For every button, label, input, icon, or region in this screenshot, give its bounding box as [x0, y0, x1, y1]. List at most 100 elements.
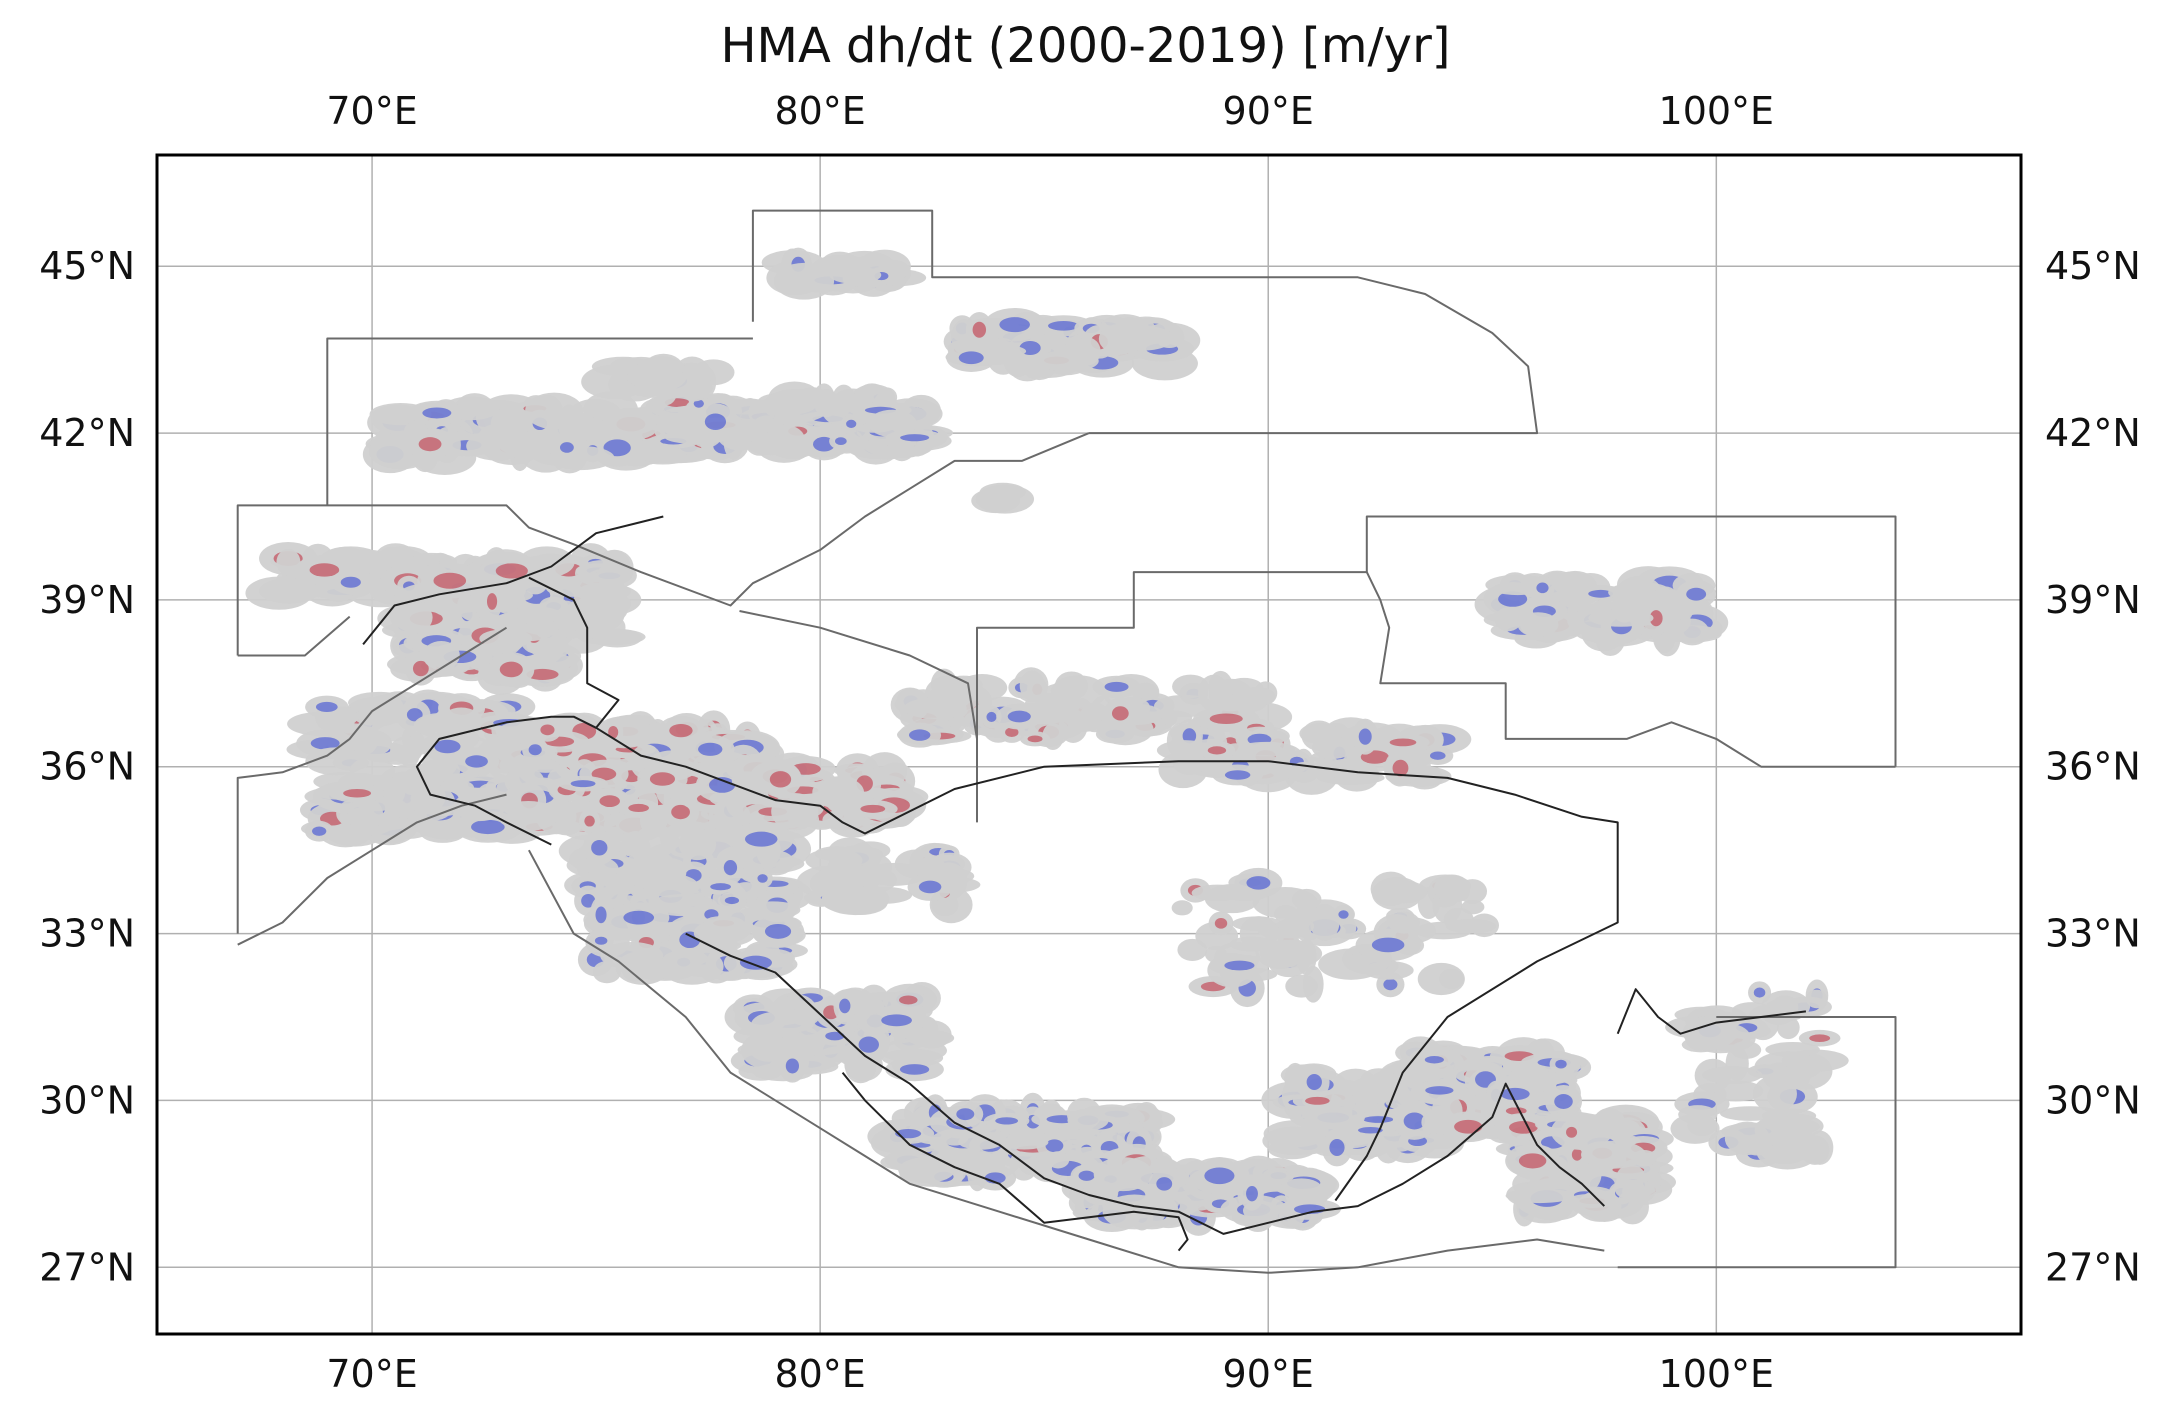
glacier-cell: [744, 901, 801, 919]
region-outline-kunlun-west: [739, 610, 978, 740]
glacier-cell: [1805, 989, 1828, 1009]
glacier-cell: [903, 697, 967, 720]
glacier-thickening-cell: [628, 803, 649, 813]
glacier-thinning-cell: [835, 437, 847, 445]
glacier-cell: [1050, 675, 1107, 709]
glacier-cell: [748, 1033, 789, 1062]
region-outline-hengduan: [1617, 1016, 1897, 1269]
lat-tick-label-right: 30°N: [2045, 1078, 2141, 1122]
glacier-thickening-cell: [1518, 1153, 1547, 1169]
glacier-cell: [1742, 1133, 1773, 1156]
glacier-thickening-cell: [540, 724, 555, 736]
glacier-thinning-cell: [528, 744, 542, 756]
glacier-cell: [999, 1135, 1049, 1150]
tick-labels: 70°E 70°E 80°E 80°E 90°E 90°E 100°E 100°E 27°N 27…: [39, 89, 2141, 1396]
glacier-cell: [1171, 900, 1193, 916]
glacier-thickening-cell: [1649, 610, 1663, 627]
glacier-cell: [1388, 911, 1420, 934]
glacier-thinning-cell: [465, 755, 488, 768]
glacier-cell: [812, 776, 865, 809]
glacier-cell: [898, 1157, 955, 1183]
glacier-cell: [1243, 1200, 1273, 1221]
glacier-thinning-cell: [570, 780, 596, 788]
glacier-cell: [538, 600, 583, 622]
glacier-thinning-cell: [312, 826, 327, 836]
glacier-cell: [1580, 1140, 1646, 1169]
glacier-thinning-cell: [591, 839, 608, 856]
glacier-cell: [1461, 899, 1485, 915]
glacier-thickening-cell: [1027, 735, 1043, 743]
glacier-thinning-cell: [1588, 589, 1614, 598]
glacier-cell: [1285, 974, 1318, 998]
glacier-cell: [1157, 333, 1182, 349]
glacier-cell: [893, 1028, 915, 1044]
glacier-thinning-cell: [999, 317, 1030, 333]
glacier-thinning-cell: [956, 1108, 975, 1121]
glacier-cell: [1225, 677, 1264, 697]
lat-tick-label-right: 36°N: [2045, 745, 2141, 789]
glacier-thickening-cell: [1566, 1126, 1578, 1138]
glacier-cell: [1588, 609, 1654, 627]
glacier-cell: [349, 757, 395, 785]
glacier-cell: [390, 600, 433, 635]
glacier-cells: [245, 247, 1849, 1236]
country-borders: [362, 515, 1807, 1252]
glacier-cell: [497, 801, 560, 831]
glacier-thickening-cell: [1392, 759, 1409, 777]
lat-tick-label-left: 45°N: [39, 244, 135, 288]
glacier-cell: [1505, 1188, 1574, 1204]
glacier-cell: [399, 742, 420, 768]
glacier-thinning-cell: [958, 351, 984, 365]
glacier-thinning-cell: [1246, 876, 1271, 890]
glacier-cell: [633, 825, 680, 858]
lat-tick-label-right: 33°N: [2045, 912, 2141, 956]
region-outline-himalaya-south: [528, 849, 1605, 1274]
glacier-cell: [659, 947, 724, 985]
glacier-cell: [1690, 1022, 1751, 1054]
glacier-thinning-cell: [1498, 591, 1528, 607]
glacier-cell: [1019, 670, 1045, 701]
glacier-cell: [1517, 612, 1559, 637]
glacier-thinning-cell: [594, 936, 608, 945]
lat-tick-label-left: 30°N: [39, 1078, 135, 1122]
glacier-thinning-cell: [757, 874, 768, 883]
glacier-cell: [1381, 880, 1428, 904]
lon-tick-label-top: 100°E: [1659, 89, 1775, 133]
glacier-cell: [906, 1029, 955, 1047]
glacier-cell: [678, 828, 717, 861]
glacier-thinning-cell: [744, 831, 778, 847]
glacier-cell: [805, 848, 863, 873]
glacier-thinning-cell: [1224, 960, 1255, 971]
glacier-thickening-cell: [1389, 738, 1417, 747]
glacier-cell: [525, 392, 584, 430]
lon-tick-label-bottom: 100°E: [1659, 1352, 1775, 1396]
border-afghan-pak: [415, 576, 620, 846]
glacier-thinning-cell: [1686, 587, 1707, 601]
glacier-thinning-cell: [1224, 770, 1251, 780]
glacier-cell: [986, 338, 1020, 375]
glacier-thickening-cell: [418, 437, 442, 452]
lon-tick-label-bottom: 80°E: [774, 1352, 865, 1396]
glacier-thinning-cell: [724, 896, 740, 905]
glacier-thinning-cell: [434, 739, 461, 754]
glacier-thickening-cell: [1305, 1096, 1330, 1105]
glacier-cell: [466, 431, 527, 461]
glacier-cell: [1313, 1102, 1354, 1139]
glacier-thinning-cell: [1338, 910, 1349, 919]
glacier-cell: [1098, 323, 1145, 355]
glacier-cell: [1075, 705, 1112, 722]
glacier-thinning-cell: [340, 576, 361, 588]
glacier-thinning-cell: [1047, 321, 1080, 331]
glacier-thinning-cell: [764, 923, 792, 939]
glacier-thickening-cell: [433, 572, 467, 589]
glacier-cell: [1311, 736, 1354, 759]
glacier-thickening-cell: [769, 771, 792, 788]
glacier-cell: [1237, 741, 1296, 757]
glacier-cell: [1577, 1190, 1622, 1222]
glacier-cell: [1093, 1157, 1153, 1192]
region-outline-qilian-south: [1365, 571, 1896, 768]
glacier-cell: [1776, 1016, 1800, 1040]
glacier-thinning-cell: [693, 399, 704, 408]
region-outlines: [236, 209, 1897, 1274]
glacier-thinning-cell: [698, 742, 723, 756]
